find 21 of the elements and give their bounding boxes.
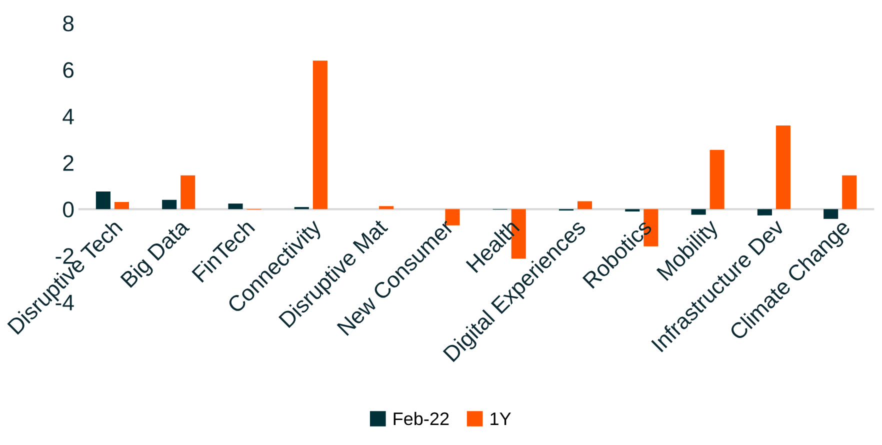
bar [577, 201, 592, 210]
bar [162, 200, 177, 210]
bar [96, 191, 110, 210]
bar [710, 150, 724, 210]
bar [228, 204, 243, 210]
legend-label: 1Y [490, 412, 511, 426]
bar [379, 206, 394, 210]
bar [180, 175, 196, 210]
y-tick-label: 2 [63, 155, 74, 171]
y-tick-label: 4 [62, 108, 74, 124]
bar [842, 175, 857, 210]
bar [757, 209, 772, 216]
y-tick-label: 0 [63, 202, 74, 218]
legend-label: Feb-22 [394, 412, 449, 426]
bar [691, 209, 706, 215]
bar [776, 125, 790, 210]
bar [312, 60, 328, 210]
y-tick-label: 6 [63, 62, 74, 78]
bar [824, 209, 838, 219]
bar [114, 202, 129, 210]
y-tick-label: 8 [63, 16, 74, 32]
